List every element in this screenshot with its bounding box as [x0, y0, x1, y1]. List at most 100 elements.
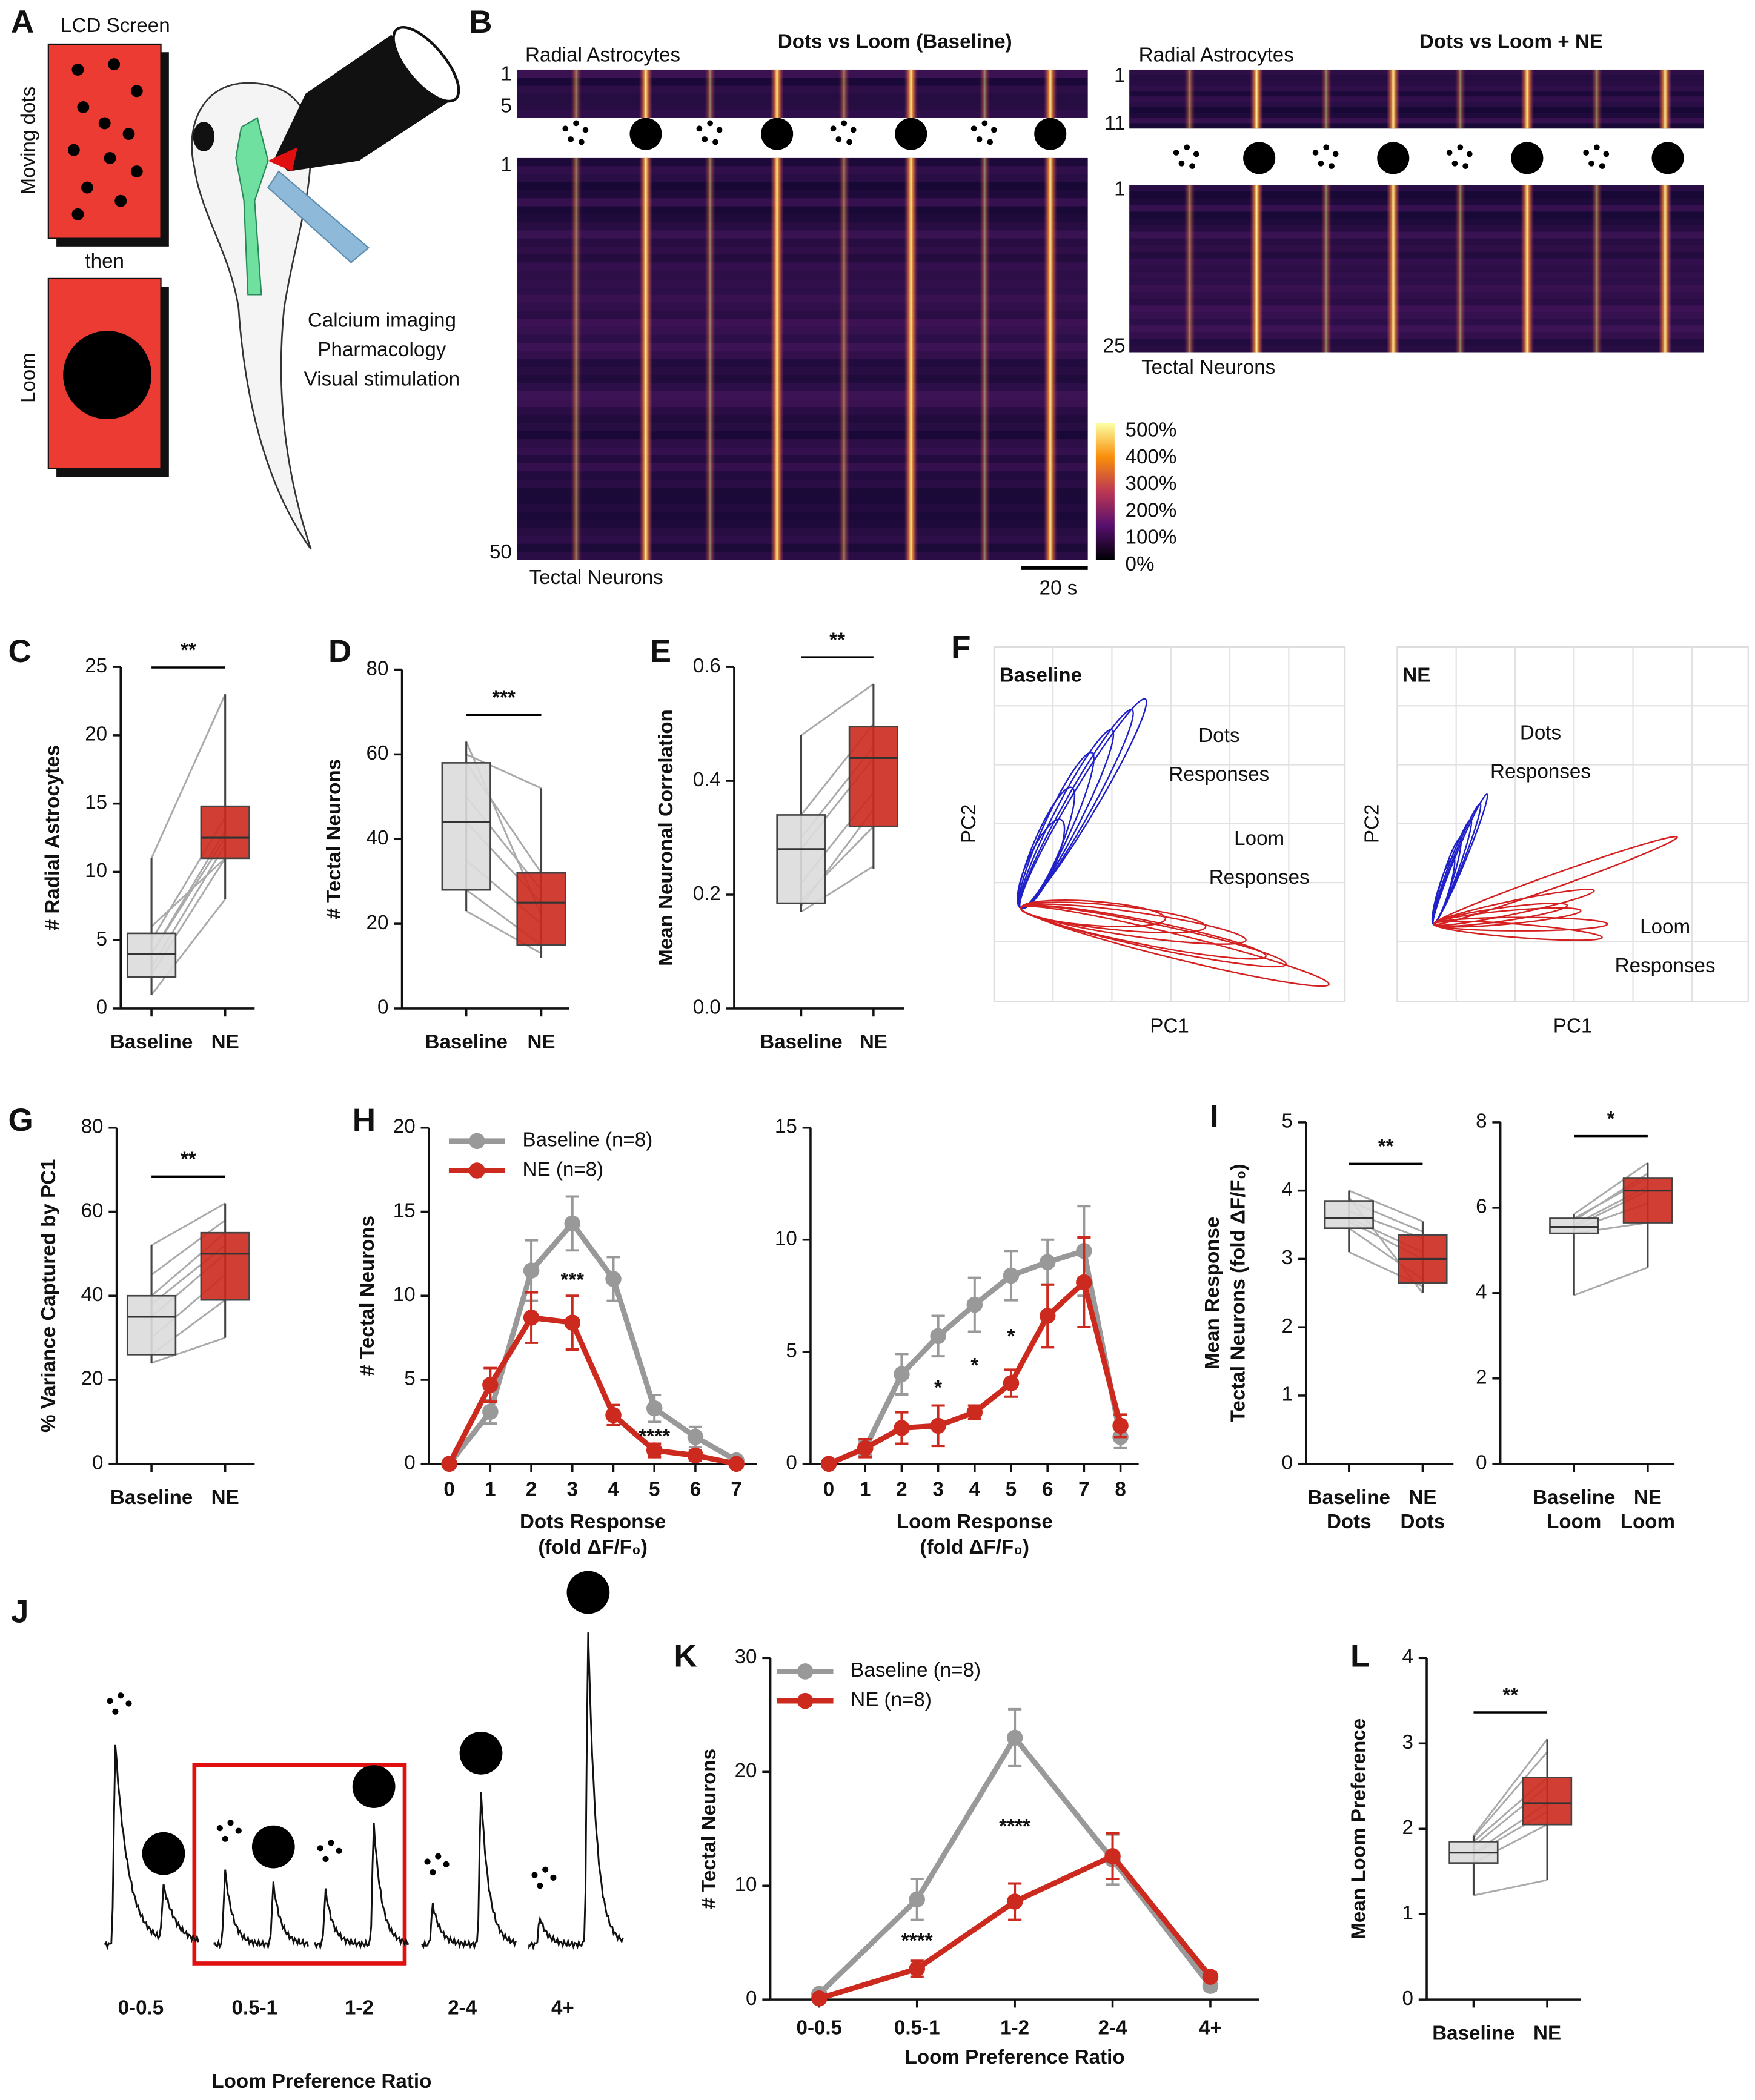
loom-disc — [63, 331, 152, 420]
heatmap-band — [1658, 69, 1672, 129]
heatmap-row — [517, 278, 1088, 287]
heatmap-row — [1129, 258, 1704, 265]
y-tick-label: 0 — [1476, 1451, 1487, 1474]
y-tick-label: 0 — [377, 996, 388, 1019]
x-tick-label: Loom — [1621, 1511, 1675, 1533]
moving-dot — [130, 165, 143, 177]
point — [1003, 1267, 1020, 1284]
heatmap-row — [1129, 91, 1704, 97]
dots-icon — [981, 120, 988, 127]
x-tick-label: 0-0.5 — [797, 2017, 843, 2039]
heatmap-row — [517, 174, 1088, 182]
legend-label: NE (n=8) — [851, 1689, 932, 1711]
significance-label: ** — [181, 1148, 196, 1171]
heatmap-band — [1250, 69, 1264, 129]
heatmap-row — [1129, 96, 1704, 102]
heatmap-band — [979, 69, 990, 118]
y-tick-label: 8 — [1476, 1110, 1487, 1133]
response-trace — [104, 1744, 199, 1950]
heatmap-row — [517, 511, 1088, 520]
dots-icon — [1603, 151, 1610, 157]
x-axis-label: (fold ΔF/F₀) — [920, 1536, 1030, 1558]
dots-icon — [562, 125, 569, 132]
x-tick-label: 4+ — [1199, 2017, 1222, 2039]
point — [1112, 1417, 1129, 1434]
method-label: Calcium imaging — [308, 309, 456, 331]
y-tick-label: 3 — [1281, 1247, 1292, 1269]
point — [523, 1310, 540, 1326]
heatmap-bg — [517, 157, 1088, 560]
method-label: Pharmacology — [317, 339, 446, 361]
x-tick-label: NE — [211, 1486, 239, 1509]
heatmap-row — [1129, 299, 1704, 306]
pca-trajectory — [1020, 904, 1267, 960]
y-tick-label: 20 — [735, 1760, 757, 1782]
y-tick-label: 20 — [367, 912, 389, 934]
x-tick-label: Loom — [1547, 1511, 1601, 1533]
dots-icon — [850, 127, 857, 133]
paired-line — [1473, 1751, 1548, 1838]
colorbar-label: 300% — [1126, 472, 1177, 495]
x-tick-label: NE — [211, 1031, 239, 1053]
dots-icon — [696, 125, 703, 132]
heatmap-band — [571, 157, 582, 560]
x-tick-label: Baseline — [1432, 2022, 1514, 2044]
box — [200, 1231, 250, 1301]
y-tick-label: 10 — [735, 1873, 757, 1896]
heatmap-row — [517, 391, 1088, 399]
astro-label: Radial Astrocytes — [525, 44, 680, 67]
pca-dots-label: Dots — [1520, 721, 1561, 744]
neuron-label: Tectal Neurons — [1141, 356, 1275, 379]
dots-icon — [550, 1874, 557, 1881]
heatmap-band — [838, 69, 850, 118]
heatmap-band — [705, 157, 715, 560]
loom-icon — [629, 118, 662, 150]
point — [909, 1961, 925, 1977]
dots-icon — [1332, 151, 1339, 157]
heatmap-band — [770, 69, 784, 118]
moving-dot — [71, 208, 84, 220]
pca-loom-label: Responses — [1209, 866, 1310, 889]
point — [441, 1456, 457, 1472]
heatmap-row — [1129, 75, 1704, 81]
point — [811, 1990, 828, 2007]
heatmap-row — [1129, 245, 1704, 252]
point — [687, 1429, 704, 1445]
moving-dot — [71, 64, 84, 76]
point — [909, 1891, 925, 1908]
moving-dot — [104, 151, 116, 164]
x-tick-label: 3 — [567, 1479, 578, 1501]
box — [126, 932, 177, 978]
point — [1076, 1274, 1092, 1291]
objective-lens — [392, 25, 460, 103]
y-tick-label: 25 — [85, 655, 107, 677]
point — [482, 1403, 499, 1420]
paired-line — [1573, 1162, 1648, 1215]
pca-ylabel: PC2 — [958, 804, 980, 844]
heatmap-row — [517, 270, 1088, 279]
heatmap-row — [517, 85, 1088, 94]
heatmap-band — [1658, 185, 1672, 353]
dots-icon — [537, 1883, 543, 1889]
pca-loom-label: Loom — [1640, 916, 1690, 938]
x-tick-label: 8 — [1115, 1479, 1126, 1501]
tectum — [235, 116, 269, 296]
pca-loom-label: Responses — [1615, 955, 1716, 977]
significance-label: * — [934, 1377, 942, 1399]
legend-label: Baseline (n=8) — [851, 1659, 981, 1681]
x-tick-label: Baseline — [110, 1031, 193, 1053]
box — [1622, 1177, 1673, 1224]
point — [1003, 1375, 1020, 1391]
heatmap-row — [517, 366, 1088, 376]
heatmap-row — [1129, 205, 1704, 212]
significance-label: ** — [1378, 1136, 1394, 1158]
y-tick-label: 80 — [81, 1116, 104, 1138]
y-tick-label: 2 — [1281, 1315, 1292, 1337]
box — [200, 805, 250, 860]
x-tick-label: 5 — [1006, 1479, 1017, 1501]
x-tick-label: 1 — [485, 1479, 496, 1501]
heatmap-band — [705, 69, 715, 118]
then-label: then — [85, 250, 124, 273]
dots-icon — [582, 127, 589, 133]
box — [1522, 1777, 1573, 1826]
